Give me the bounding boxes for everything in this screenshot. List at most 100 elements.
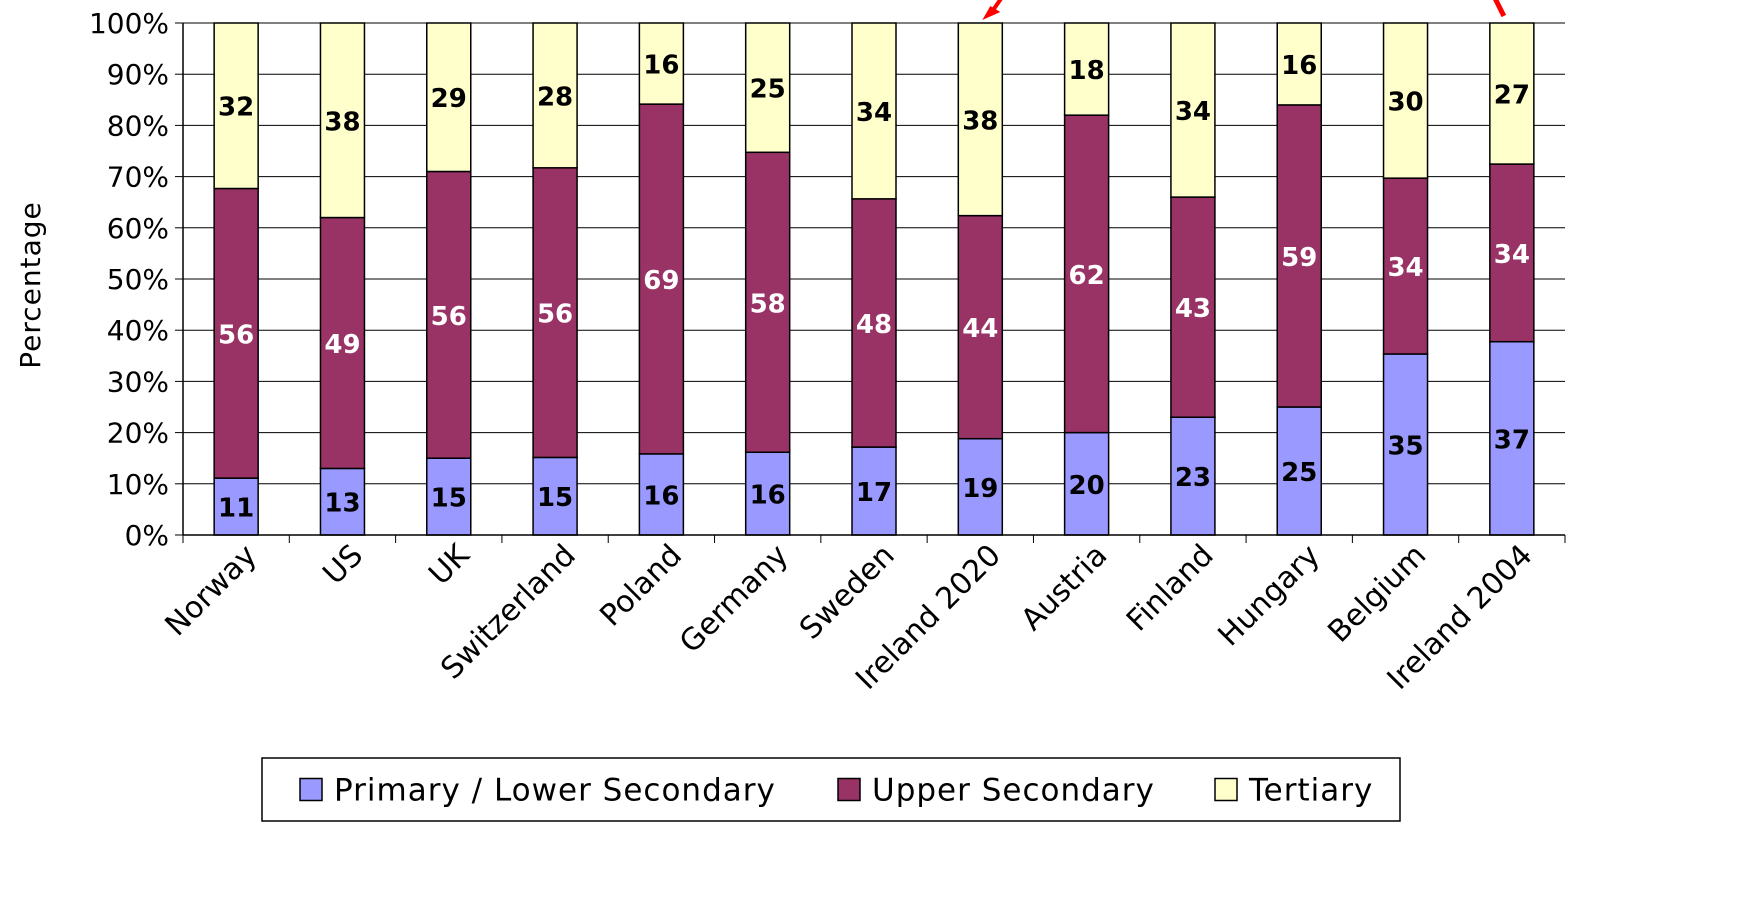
data-label: 11 (218, 494, 254, 524)
data-label: 48 (856, 310, 892, 340)
labels-layer: 115632Norway134938US155629UK155628Switze… (159, 51, 1540, 697)
data-label: 25 (750, 75, 786, 105)
data-label: 44 (962, 314, 998, 344)
data-label: 58 (750, 289, 786, 319)
data-label: 35 (1387, 431, 1423, 461)
data-label: 16 (750, 481, 786, 511)
data-label: 15 (537, 483, 573, 513)
legend-box (261, 757, 1401, 822)
y-tick-label: 10% (107, 468, 169, 501)
data-label: 34 (1175, 97, 1211, 127)
legend-swatch (299, 777, 323, 802)
y-tick-label: 60% (107, 212, 169, 245)
bar-segment (1063, 114, 1110, 434)
data-label: 62 (1069, 261, 1105, 291)
y-tick-label: 70% (107, 161, 169, 194)
bar-segment (1489, 340, 1535, 536)
data-label: 19 (962, 474, 998, 504)
x-tick-label: Finland (1120, 538, 1221, 639)
bar-segment (1170, 22, 1216, 198)
x-tick-label: Germany (673, 538, 795, 660)
data-label: 30 (1387, 88, 1423, 118)
y-tick-label: 40% (107, 314, 169, 347)
data-label: 16 (643, 51, 679, 81)
bar-segment (213, 22, 259, 190)
data-label: 43 (1175, 294, 1211, 324)
data-label: 56 (431, 302, 467, 332)
bar-segment (1276, 406, 1322, 536)
data-label: 38 (962, 106, 998, 136)
y-tick-label: 30% (107, 365, 169, 398)
x-tick-label: Poland (593, 538, 689, 634)
bar-segment (532, 167, 578, 459)
x-tick-label: Norway (159, 538, 264, 643)
bar-segment (213, 187, 259, 479)
bar-segment (638, 453, 685, 536)
bar-segment (957, 22, 1004, 217)
x-tick-label: Hungary (1212, 538, 1327, 653)
x-tick-label: US (316, 538, 370, 592)
data-label: 59 (1281, 243, 1317, 273)
data-label: 16 (643, 481, 679, 511)
data-label: 15 (431, 484, 467, 514)
data-label: 23 (1175, 463, 1211, 493)
bar-segment (744, 22, 791, 154)
y-tick-label: 50% (107, 263, 169, 296)
data-label: 37 (1494, 425, 1530, 455)
data-label: 34 (856, 98, 892, 128)
bar-segment (957, 214, 1004, 440)
bar-segment (319, 216, 366, 470)
data-label: 20 (1069, 471, 1105, 501)
bar-segment (638, 22, 685, 105)
bar-segment (426, 170, 472, 459)
bar-segment (426, 457, 472, 536)
bar-segment (744, 151, 791, 454)
bar-segment (1489, 22, 1535, 165)
data-label: 56 (537, 300, 573, 330)
legend-swatch (1214, 777, 1238, 802)
legend-label: Tertiary (1248, 773, 1373, 809)
data-label: 32 (218, 93, 254, 123)
x-tick-label: UK (422, 537, 477, 592)
axes-layer: 0% 10% 20% 30% 40% 50% 60% 70% 80% 90% 100% (89, 7, 1566, 552)
bar-segment (851, 22, 897, 200)
bar-segment (1382, 353, 1429, 536)
x-tick-label: Belgium (1321, 538, 1433, 650)
bar-segment (1063, 431, 1110, 536)
legend-label: Primary / Lower Secondary (334, 773, 776, 809)
bar-segment (851, 198, 897, 448)
data-label: 56 (218, 320, 254, 350)
bar-segment (532, 22, 578, 169)
bar-segment (1382, 177, 1429, 355)
annotation-arrowhead (982, 6, 1001, 20)
data-label: 69 (643, 266, 679, 296)
y-tick-label: 20% (107, 417, 169, 450)
bar-segment (1382, 22, 1429, 179)
data-label: 29 (431, 84, 467, 114)
data-label: 34 (1494, 240, 1530, 270)
bar-segment (319, 22, 366, 219)
data-label: 27 (1494, 81, 1530, 111)
bar-segment (1276, 104, 1322, 408)
data-label: 18 (1069, 56, 1105, 86)
legend-swatch (837, 777, 861, 802)
bar-segment (957, 437, 1004, 536)
annotation-arrow (1493, 0, 1507, 18)
x-tick-label: Sweden (793, 538, 902, 647)
bar-segment (1170, 416, 1216, 536)
bar-segment (319, 467, 366, 536)
legend: Primary / Lower Secondary Upper Secondary… (261, 757, 1401, 822)
data-label: 38 (324, 107, 360, 137)
x-tick-label: Austria (1015, 538, 1115, 638)
bar-segment (1276, 22, 1322, 106)
data-label: 13 (324, 489, 360, 519)
data-label: 25 (1281, 458, 1317, 488)
bar-segment (426, 22, 472, 173)
bar-segment (1170, 196, 1216, 418)
y-axis-label: Percentage (14, 201, 47, 369)
y-tick-label: 100% (89, 7, 169, 40)
bars-layer (213, 22, 1535, 536)
y-tick-label: 80% (107, 109, 169, 142)
